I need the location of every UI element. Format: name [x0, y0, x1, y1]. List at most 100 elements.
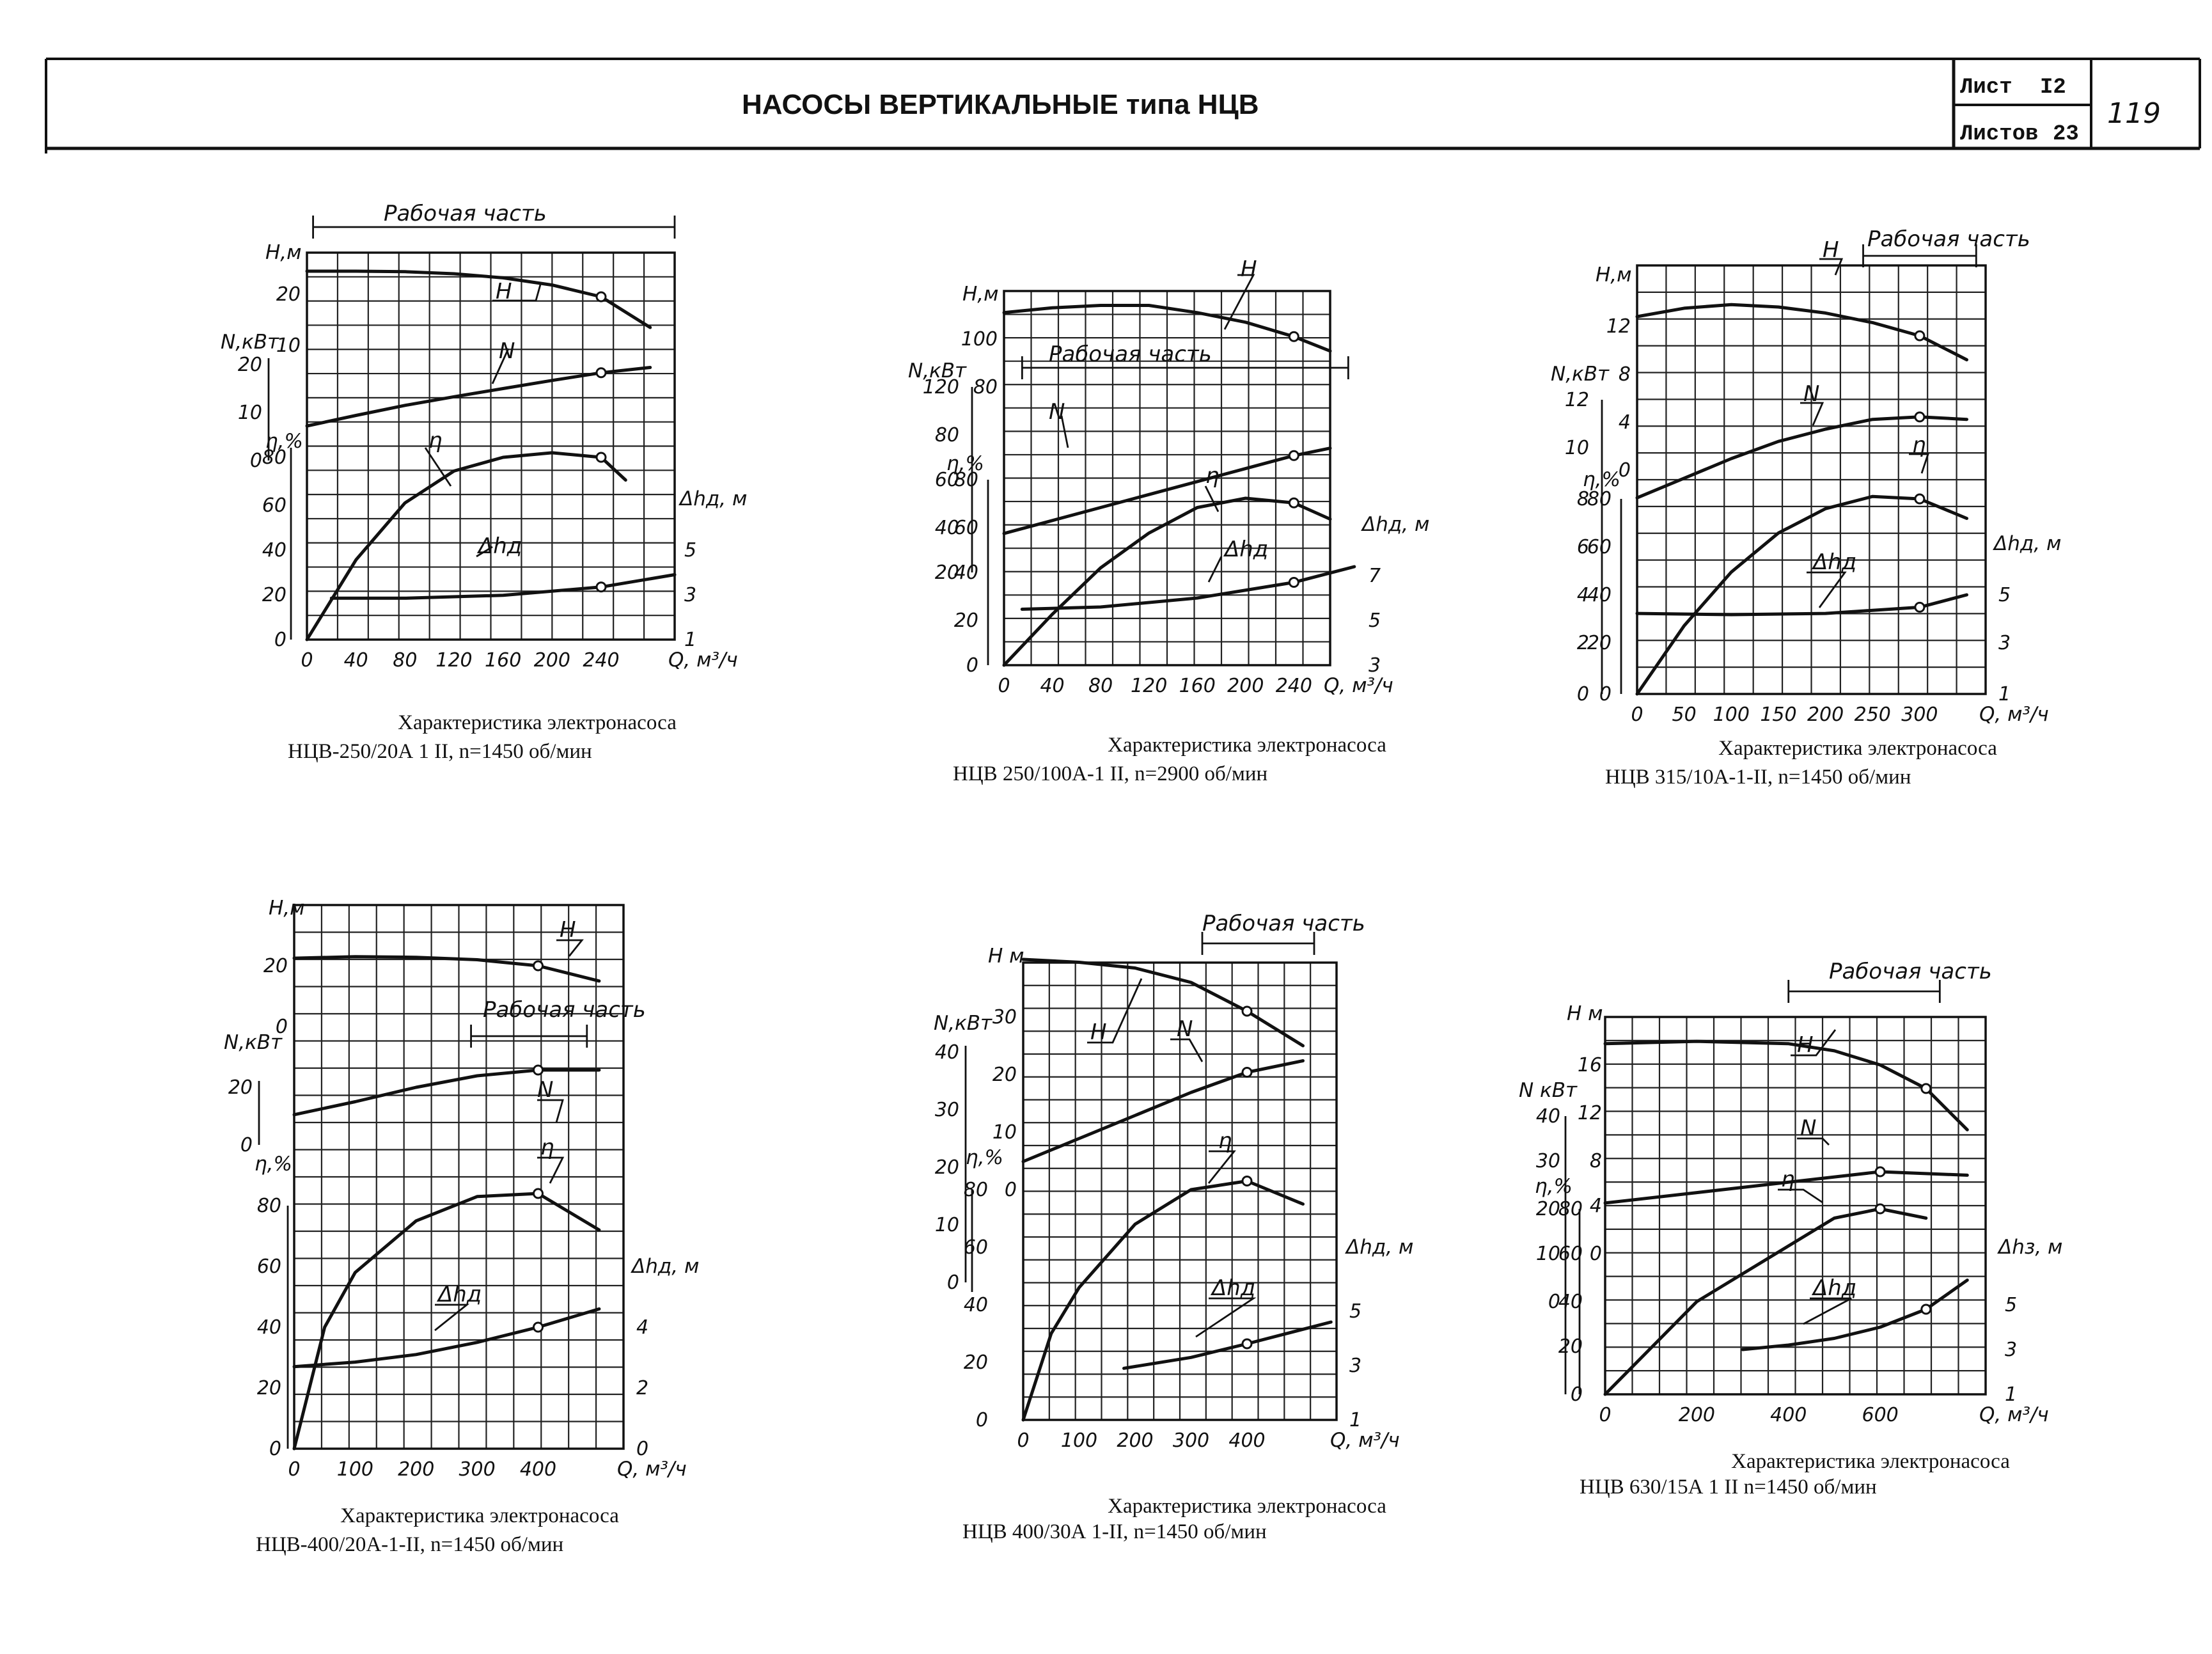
series-N-leader	[1170, 1038, 1204, 1062]
series-H-curve	[1002, 304, 1332, 353]
series-eta-point	[1874, 1203, 1886, 1215]
H-tick-label: 20	[263, 955, 288, 977]
series-eta-label: η	[1781, 1167, 1795, 1192]
x-axis-label: Q, м³/ч	[1330, 1429, 1400, 1452]
series-eta-point	[532, 1188, 544, 1199]
dh-tick-label: 2	[636, 1377, 648, 1399]
x-axis-label: Q, м³/ч	[668, 649, 738, 672]
x-tick-label: 240	[583, 649, 619, 672]
x-tick-label: 100	[1061, 1430, 1097, 1452]
H-axis-label: H,м	[269, 897, 305, 920]
series-N-curve	[1021, 1059, 1305, 1163]
H-tick-label: 0	[1619, 459, 1631, 482]
series-N-label: N	[1049, 399, 1065, 425]
N-tick-label: 2	[1577, 632, 1589, 654]
series-N-curve	[305, 366, 652, 428]
x-tick-label: 0	[1017, 1430, 1029, 1452]
dh-tick-label: 5	[684, 539, 696, 562]
dh-tick-label: 5	[1349, 1300, 1361, 1323]
series-dh-point	[532, 1321, 544, 1333]
H-tick-label: 4	[1619, 411, 1631, 434]
series-eta-curve	[305, 451, 627, 642]
series-H-leader	[1791, 1029, 1837, 1057]
N-axis-label: N,кВт	[1551, 363, 1610, 386]
dh-tick-label: 3	[684, 584, 696, 606]
eta-axis-label: η,%	[255, 1153, 292, 1176]
x-tick-label: 0	[1599, 1404, 1611, 1426]
H-tick-label: 4	[1590, 1195, 1602, 1217]
H-tick-label: 20	[992, 1064, 1017, 1086]
H-axis-label: H м	[988, 945, 1024, 968]
chart-caption-2: НЦВ 250/100А-1 II, n=2900 об/мин	[953, 762, 1267, 785]
x-axis-label: Q, м³/ч	[617, 1458, 687, 1481]
series-dh-label: Δhд	[1223, 537, 1268, 562]
chart-caption-1: Характеристика электронасоса	[398, 711, 677, 734]
dh-tick-label: 4	[636, 1316, 648, 1339]
H-tick-label: 30	[992, 1006, 1017, 1028]
series-N-label: N	[537, 1077, 553, 1103]
series-eta-label: η	[428, 428, 443, 453]
series-eta-label: η	[540, 1135, 554, 1160]
dh-axis-label: Δhз, м	[1997, 1236, 2062, 1259]
x-tick-label: 600	[1862, 1404, 1898, 1426]
N-tick-label: 10	[1565, 437, 1589, 459]
series-dh-leader	[1803, 1297, 1852, 1325]
series-eta-curve	[1021, 1179, 1305, 1422]
series-H-curve	[305, 269, 652, 329]
series-dh-label: Δhд	[476, 533, 522, 559]
series-dh-curve	[1020, 565, 1356, 611]
N-tick-label: 4	[1577, 584, 1589, 606]
sheet-label: Лист	[1960, 75, 2012, 100]
chart-caption-2: НЦВ-250/20А 1 II, n=1450 об/мин	[288, 740, 592, 763]
x-tick-label: 400	[1228, 1430, 1265, 1452]
series-H-label: H	[1797, 1032, 1814, 1058]
series-N-label: N	[1800, 1115, 1816, 1141]
series-H-label: H	[560, 917, 576, 943]
N-tick-label: 6	[1577, 536, 1589, 558]
dh-axis-label: Δhд, м	[1361, 513, 1429, 536]
x-tick-label: 40	[1040, 675, 1064, 697]
chart-grid	[1022, 961, 1338, 1421]
eta-tick-label: 20	[1587, 632, 1612, 654]
charts-layer: 0 40 80 120 160 200 240 Q, м³/ч2010H,м20100N,кВ…	[221, 201, 2062, 1556]
series-dh-point	[1914, 601, 1926, 613]
x-tick-label: 100	[1713, 704, 1750, 726]
x-tick-label: 0	[1631, 704, 1643, 726]
series-N-label: N	[1803, 381, 1819, 407]
H-tick-label: 8	[1619, 363, 1631, 386]
dh-axis-label: Δhд, м	[1993, 532, 2061, 555]
series-N-curve	[1603, 1170, 1969, 1205]
series-eta-leader	[1204, 485, 1220, 512]
plot-frame	[1604, 1016, 1987, 1396]
chart-grid	[1636, 264, 1987, 695]
N-tick-label: 20	[1536, 1198, 1560, 1220]
N-tick-label: 10	[238, 402, 262, 424]
eta-tick-label: 80	[257, 1195, 281, 1217]
eta-tick-label: 80	[1587, 488, 1612, 510]
chart-3: 0 50 100 150 200 250 300 Q, м³/ч12840H,м1210864…	[1551, 226, 2061, 789]
series-dh-label: Δhд	[436, 1282, 482, 1307]
series-eta-leader	[1207, 1150, 1236, 1184]
page-mark: 119	[2107, 97, 2161, 130]
series-dh-point	[1241, 1338, 1253, 1350]
series-N-leader	[1797, 1137, 1830, 1146]
series-N-curve	[292, 1068, 601, 1117]
dh-tick-label: 3	[1998, 632, 2011, 654]
N-axis-label: N,кВт	[908, 359, 967, 382]
x-tick-label: 200	[534, 649, 570, 672]
eta-tick-label: 80	[964, 1179, 988, 1201]
series-dh-curve	[1122, 1320, 1333, 1370]
H-tick-label: 0	[276, 1016, 288, 1038]
series-eta-leader	[1909, 453, 1929, 474]
x-tick-label: 200	[1679, 1404, 1715, 1426]
series-H-leader	[1819, 258, 1844, 276]
chart-caption-1: Характеристика электронасоса	[1718, 737, 1997, 760]
series-H-point	[1914, 330, 1926, 342]
series-H-leader	[1087, 978, 1143, 1044]
eta-tick-label: 40	[1558, 1291, 1583, 1313]
eta-axis-label: η,%	[966, 1146, 1003, 1169]
N-tick-label: 0	[250, 450, 262, 472]
eta-tick-label: 20	[954, 610, 978, 632]
dh-tick-label: 5	[2005, 1294, 2017, 1316]
